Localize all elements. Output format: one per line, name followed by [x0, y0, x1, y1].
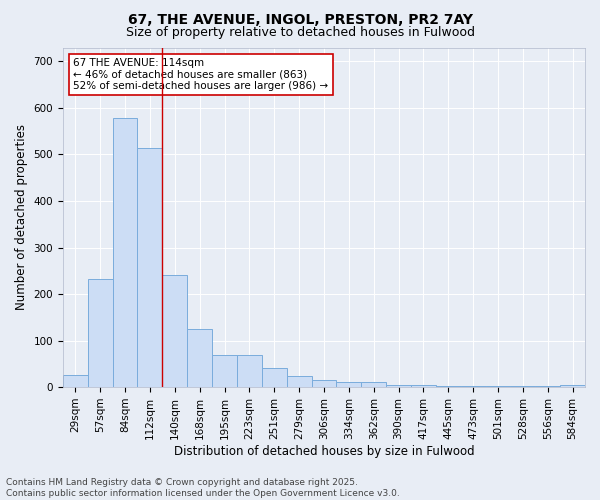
Bar	[63, 374, 88, 387]
Text: 67 THE AVENUE: 114sqm
← 46% of detached houses are smaller (863)
52% of semi-det: 67 THE AVENUE: 114sqm ← 46% of detached …	[73, 58, 328, 91]
Bar	[287, 376, 311, 387]
Bar	[411, 385, 436, 387]
X-axis label: Distribution of detached houses by size in Fulwood: Distribution of detached houses by size …	[173, 444, 474, 458]
Bar	[187, 329, 212, 387]
Bar	[361, 382, 386, 387]
Bar	[461, 386, 485, 387]
Bar	[88, 278, 113, 387]
Bar	[311, 380, 337, 387]
Bar	[535, 386, 560, 387]
Bar	[113, 118, 137, 387]
Bar	[163, 276, 187, 387]
Bar	[436, 386, 461, 387]
Bar	[560, 385, 585, 387]
Text: Contains HM Land Registry data © Crown copyright and database right 2025.
Contai: Contains HM Land Registry data © Crown c…	[6, 478, 400, 498]
Bar	[237, 354, 262, 387]
Bar	[386, 385, 411, 387]
Bar	[337, 382, 361, 387]
Text: 67, THE AVENUE, INGOL, PRESTON, PR2 7AY: 67, THE AVENUE, INGOL, PRESTON, PR2 7AY	[128, 12, 473, 26]
Bar	[485, 386, 511, 387]
Bar	[511, 386, 535, 387]
Bar	[262, 368, 287, 387]
Bar	[137, 148, 163, 387]
Text: Size of property relative to detached houses in Fulwood: Size of property relative to detached ho…	[125, 26, 475, 39]
Bar	[212, 354, 237, 387]
Y-axis label: Number of detached properties: Number of detached properties	[15, 124, 28, 310]
